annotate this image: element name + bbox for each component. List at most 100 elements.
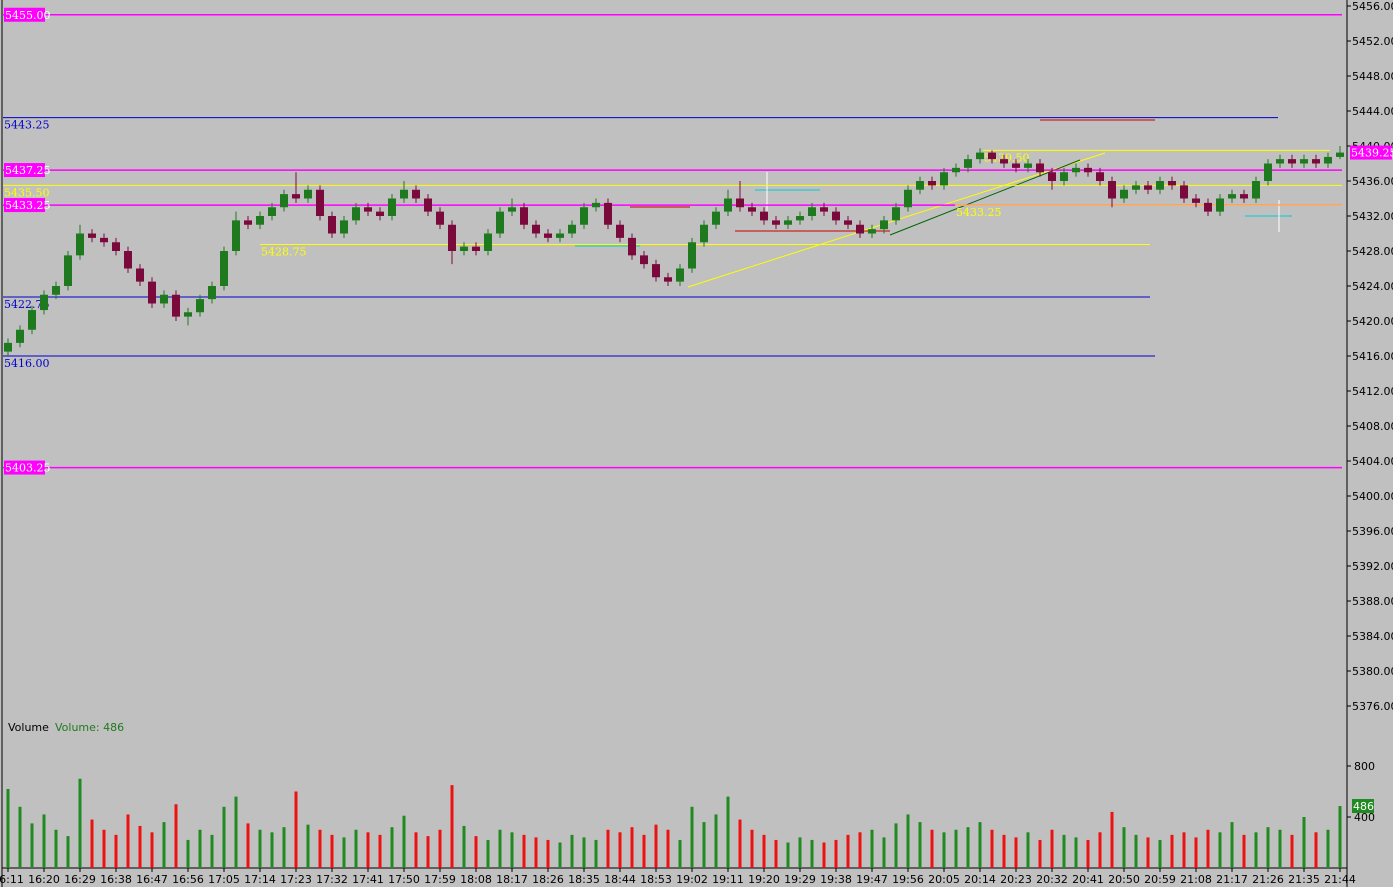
candle-body [1216,198,1224,212]
candle-body [1060,172,1068,181]
candle-body [16,329,24,343]
volume-bar [1002,834,1006,868]
candle-body [448,224,456,251]
candle-body [460,246,468,251]
level-label-box [4,198,45,213]
volume-bar [678,839,682,868]
volume-bar [738,819,742,868]
y-tick-label: 5436.00 [1352,175,1393,188]
volume-bar [570,834,574,868]
candle-body [688,242,696,269]
volume-bar [1050,829,1054,868]
volume-bar [1086,839,1090,868]
volume-bar [1326,829,1330,868]
y-tick-label: 5416.00 [1352,350,1393,363]
volume-bar [222,806,226,868]
volume-bar [318,829,322,868]
x-tick-label: 18:53 [640,873,672,886]
x-tick-label: 18:26 [532,873,564,886]
x-tick-label: 16:47 [136,873,168,886]
x-tick-label: 17:59 [424,873,456,886]
candle-body [1204,202,1212,212]
x-tick-label: 19:38 [820,873,852,886]
candle-body [472,246,480,251]
volume-bar [918,822,922,868]
volume-bar [1254,832,1258,868]
x-tick-label: 17:50 [388,873,420,886]
volume-bar [582,837,586,868]
volume-bar [966,827,970,868]
y-tick-label: 5388.00 [1352,595,1393,608]
volume-bar [354,829,358,868]
x-tick-label: 21:44 [1324,873,1356,886]
candle-body [892,207,900,221]
volume-bar [1074,837,1078,868]
volume-bar [1134,834,1138,868]
volume-bar [498,829,502,868]
candle-body [532,224,540,234]
volume-bar [846,834,850,868]
volume-bar [1242,834,1246,868]
candle-body [232,220,240,251]
volume-bar [78,778,82,868]
volume-bar [834,839,838,868]
volume-bar [198,829,202,868]
x-tick-label: 21:17 [1216,873,1248,886]
volume-bar [426,836,430,868]
candle-body [568,224,576,234]
last-volume-label: 486 [1353,800,1374,813]
y-tick-label: 5380.00 [1352,665,1393,678]
candle-body [580,207,588,225]
level-label: 5437.25 [5,164,51,177]
volume-bar [906,814,910,868]
volume-bar [186,839,190,868]
candle-body [976,152,984,160]
candle-body [724,198,732,212]
y-tick-label: 5448.00 [1352,70,1393,83]
candle-body [640,255,648,265]
volume-bar [1014,837,1018,868]
candle-body [772,220,780,225]
level-label: 5416.00 [4,357,50,370]
volume-bar [642,834,646,868]
candle-body [244,220,252,225]
x-tick-label: 18:44 [604,873,636,886]
volume-bar [1182,832,1186,868]
candle-body [760,211,768,221]
candle-body [880,220,888,230]
candle-body [1324,156,1332,164]
level-label: 5428.75 [261,245,307,258]
level-label: 5455.00 [5,9,51,22]
candle-body [1144,185,1152,190]
volume-bar [594,839,598,868]
candle-body [556,233,564,238]
candle-body [256,216,264,225]
x-tick-label: 17:41 [352,873,384,886]
candle-body [172,294,180,317]
candle-body [736,198,744,208]
candle-body [652,264,660,278]
volume-bar [6,788,10,868]
volume-bar [282,827,286,868]
candle-body [1120,189,1128,199]
candle-body [1168,181,1176,186]
candle-body [712,211,720,225]
x-tick-label: 17:14 [244,873,276,886]
volume-bar [1038,839,1042,868]
candle-body [4,342,12,352]
volume-y-tick-label: 400 [1354,811,1375,824]
candle-body [1252,181,1260,199]
x-tick-label: 20:05 [928,873,960,886]
candle-body [76,233,84,256]
volume-bar [1194,837,1198,868]
candle-body [304,189,312,199]
candle-body [664,277,672,282]
last-volume-box [1352,799,1374,814]
y-tick-label: 5456.00 [1352,0,1393,13]
candle-body [820,207,828,212]
volume-bar [402,815,406,868]
candle-body [280,194,288,208]
candle-body [988,152,996,160]
x-tick-label: 16:11 [0,873,24,886]
